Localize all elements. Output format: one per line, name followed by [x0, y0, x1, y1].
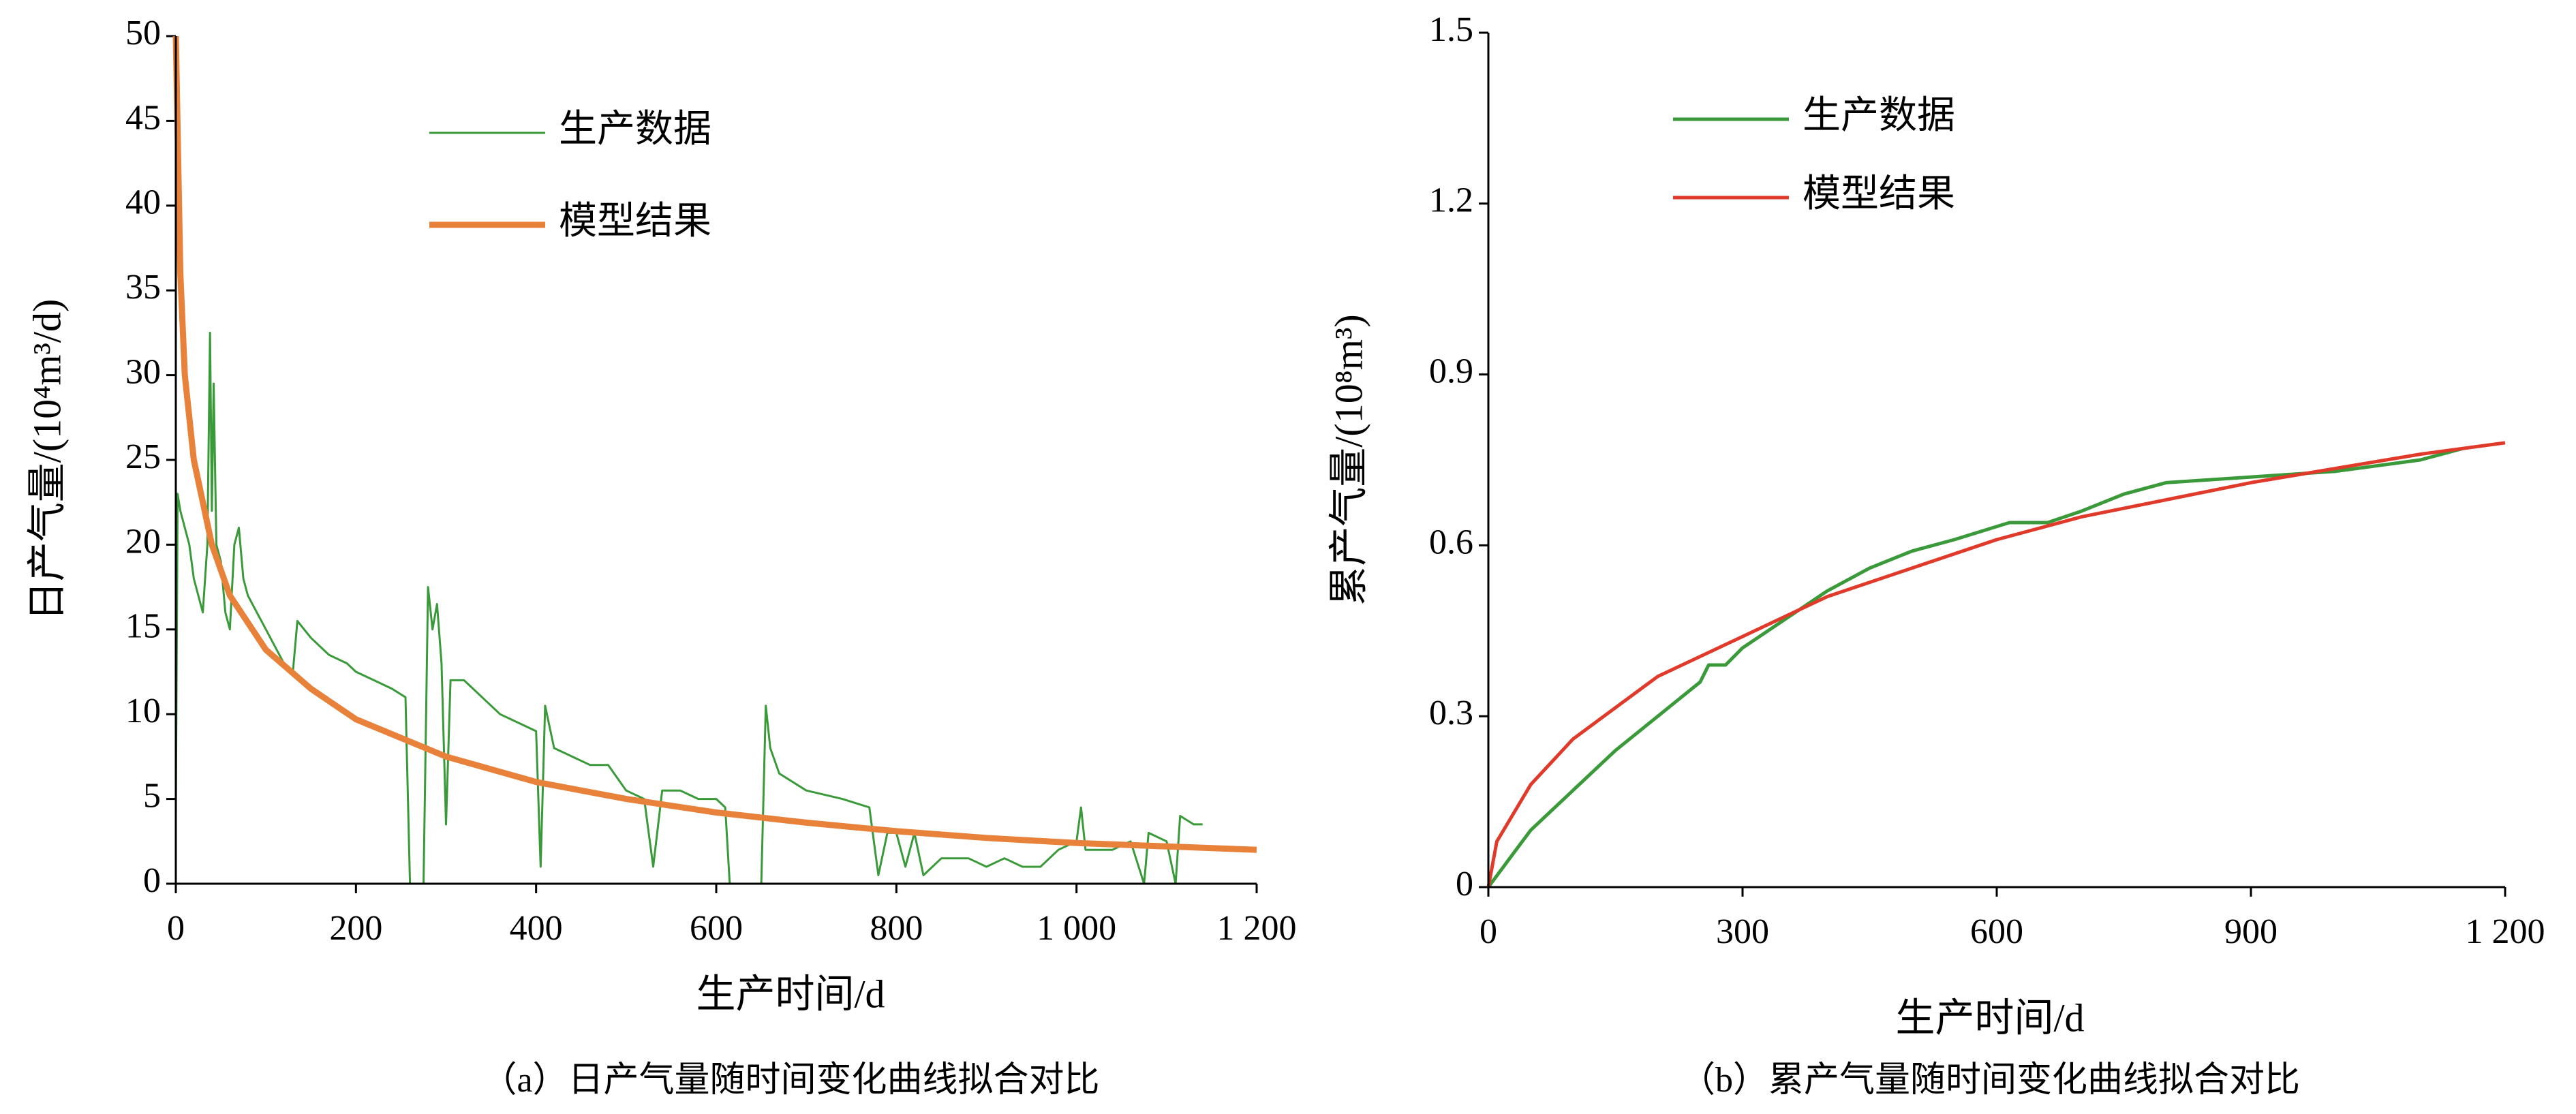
x-tick-label: 1 200: [1217, 909, 1297, 948]
x-tick-label: 0: [167, 909, 185, 948]
series-line: [172, 35, 1257, 853]
x-tick-label: 200: [329, 909, 382, 948]
series-line: [174, 331, 1203, 885]
x-tick-label: 600: [690, 909, 743, 948]
y-tick-label: 0.9: [1429, 352, 1473, 391]
legend-label: 模型结果: [559, 200, 711, 243]
y-tick-label: 5: [143, 777, 161, 816]
y-tick-label: 10: [125, 692, 161, 730]
y-tick-label: 0: [1456, 865, 1473, 903]
x-tick-label: 800: [870, 909, 923, 948]
x-tick-label: 1 200: [2466, 912, 2545, 951]
x-tick-label: 400: [510, 909, 563, 948]
y-tick-label: 0: [143, 861, 161, 900]
y-axis-label: 日产气量/(10⁴m³/d): [25, 299, 69, 621]
legend-label: 模型结果: [1803, 173, 1955, 215]
caption: （a）日产气量随时间变化曲线拟合对比: [481, 1061, 1099, 1100]
y-tick-label: 1.5: [1429, 10, 1473, 49]
series-line: [1486, 441, 2506, 888]
y-tick-label: 50: [125, 14, 161, 52]
y-tick-label: 25: [125, 437, 161, 476]
x-tick-label: 0: [1479, 912, 1497, 951]
legend-label: 生产数据: [1803, 95, 1955, 137]
x-tick-label: 300: [1716, 912, 1769, 951]
x-tick-label: 1 000: [1037, 909, 1116, 948]
series-line: [1486, 446, 2464, 888]
x-axis-label: 生产时间/d: [1895, 995, 2084, 1040]
y-tick-label: 1.2: [1429, 181, 1473, 220]
x-tick-label: 900: [2224, 912, 2278, 951]
caption: （b）累产气量随时间变化曲线拟合对比: [1680, 1061, 2300, 1100]
y-tick-label: 15: [125, 607, 161, 646]
y-tick-label: 30: [125, 353, 161, 392]
y-tick-label: 45: [125, 98, 161, 137]
x-tick-label: 600: [1970, 912, 2023, 951]
y-tick-label: 20: [125, 522, 161, 561]
x-axis-label: 生产时间/d: [696, 972, 885, 1016]
y-tick-label: 0.6: [1429, 523, 1473, 561]
y-axis-label: 累产气量/(10⁸m³): [1326, 314, 1370, 605]
y-tick-label: 0.3: [1429, 694, 1473, 732]
y-tick-label: 40: [125, 183, 161, 222]
legend-label: 生产数据: [559, 108, 711, 151]
y-tick-label: 35: [125, 268, 161, 307]
